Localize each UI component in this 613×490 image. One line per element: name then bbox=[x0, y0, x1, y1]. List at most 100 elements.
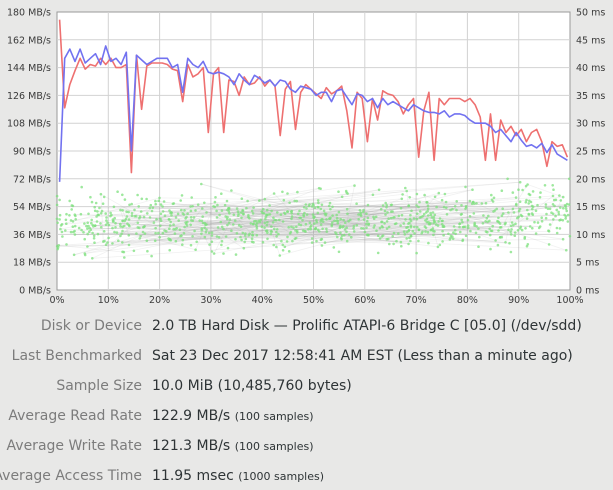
access-time-point bbox=[453, 228, 457, 232]
access-time-point bbox=[349, 218, 352, 222]
access-time-point bbox=[427, 241, 430, 245]
access-time-point bbox=[240, 216, 243, 220]
access-time-point bbox=[263, 197, 267, 201]
access-time-point bbox=[407, 204, 411, 207]
access-time-point bbox=[533, 220, 536, 224]
access-time-point bbox=[407, 228, 411, 232]
access-time-point bbox=[128, 203, 131, 207]
access-time-point bbox=[305, 213, 309, 216]
access-time-point bbox=[139, 234, 142, 238]
write-rate-value-group: 121.3 MB/s (100 samples) bbox=[152, 436, 314, 457]
access-time-point bbox=[163, 229, 166, 232]
access-time-point bbox=[255, 227, 259, 230]
access-time-point bbox=[250, 237, 254, 240]
access-time-point bbox=[551, 212, 555, 216]
access-time-point bbox=[89, 228, 93, 231]
access-seek-line bbox=[97, 201, 494, 235]
y-right-tick-label: 5 ms bbox=[576, 258, 599, 269]
access-time-layer bbox=[55, 177, 572, 260]
y-right-tick-label: 35 ms bbox=[576, 91, 605, 102]
access-time-point bbox=[547, 229, 550, 232]
access-time-point bbox=[310, 241, 314, 244]
access-time-point bbox=[557, 210, 560, 214]
access-time-point bbox=[171, 202, 175, 206]
access-time-point bbox=[104, 212, 107, 215]
access-time-point bbox=[316, 211, 320, 215]
access-time-point bbox=[378, 237, 382, 240]
access-time-point bbox=[93, 241, 96, 244]
access-time-point bbox=[270, 209, 273, 213]
access-time-point bbox=[424, 211, 428, 214]
access-time-point bbox=[516, 216, 519, 220]
access-seek-line bbox=[235, 215, 523, 221]
access-time-point bbox=[383, 222, 386, 225]
access-time-point bbox=[169, 220, 172, 224]
access-time-point bbox=[72, 230, 75, 234]
access-time-point bbox=[94, 201, 98, 205]
access-time-point bbox=[283, 212, 287, 216]
access-seek-line bbox=[146, 217, 242, 242]
access-time-point bbox=[323, 241, 327, 244]
access-seek-line bbox=[97, 181, 521, 212]
access-seek-line bbox=[213, 185, 355, 207]
access-time-point bbox=[123, 256, 126, 259]
access-time-point bbox=[417, 239, 420, 243]
access-time-point bbox=[312, 204, 315, 207]
access-time-point bbox=[290, 215, 294, 218]
access-time-point bbox=[315, 221, 319, 224]
access-time-point bbox=[167, 237, 170, 240]
access-time-point bbox=[440, 198, 444, 202]
access-time-point bbox=[362, 227, 365, 230]
access-seek-line bbox=[183, 206, 445, 234]
access-time-point bbox=[168, 248, 171, 252]
access-time-point bbox=[372, 215, 375, 219]
access-time-point bbox=[302, 206, 306, 209]
access-time-point bbox=[153, 239, 157, 242]
access-seek-line bbox=[284, 227, 354, 248]
access-time-point bbox=[288, 201, 291, 204]
access-time-point bbox=[205, 211, 208, 214]
access-seek-line bbox=[243, 205, 566, 249]
access-time-point bbox=[445, 206, 448, 209]
access-seek-line bbox=[249, 200, 295, 219]
access-time-point bbox=[86, 227, 89, 230]
access-time-point bbox=[529, 200, 533, 204]
y-right-tick-label: 10 ms bbox=[576, 230, 605, 241]
access-time-point bbox=[527, 213, 531, 216]
access-time-point bbox=[371, 193, 375, 197]
access-time-point bbox=[281, 243, 285, 247]
access-time-point bbox=[475, 225, 478, 228]
y-left-tick-label: 0 MB/s bbox=[19, 286, 51, 297]
access-time-point bbox=[190, 196, 193, 199]
access-time-point bbox=[461, 221, 464, 224]
access-time-point bbox=[383, 209, 387, 213]
y-left-tick-label: 54 MB/s bbox=[13, 202, 51, 213]
access-time-point bbox=[123, 219, 127, 222]
access-time-point bbox=[484, 220, 487, 223]
access-time-point bbox=[524, 184, 528, 188]
access-time-point bbox=[249, 222, 253, 225]
access-time-point bbox=[226, 223, 229, 227]
access-time-point bbox=[391, 235, 395, 238]
access-time-point bbox=[498, 226, 502, 229]
device-value: 2.0 TB Hard Disk — Prolific ATAPI-6 Brid… bbox=[152, 318, 582, 334]
access-seek-line bbox=[259, 200, 427, 223]
access-time-point bbox=[514, 196, 518, 199]
access-time-point bbox=[109, 211, 112, 215]
access-time-point bbox=[112, 205, 116, 209]
access-time-point bbox=[388, 242, 391, 246]
access-time-point bbox=[427, 220, 430, 224]
access-time-point bbox=[247, 215, 250, 219]
access-time-point bbox=[89, 195, 92, 199]
access-time-point bbox=[511, 191, 515, 194]
access-seek-line bbox=[162, 203, 313, 234]
access-seek-line bbox=[122, 230, 196, 251]
access-seek-line bbox=[276, 205, 456, 233]
access-time-point bbox=[121, 229, 124, 233]
access-time-point bbox=[159, 212, 163, 215]
access-time-point bbox=[127, 210, 130, 214]
access-time-point bbox=[525, 217, 529, 220]
access-time-point bbox=[112, 219, 115, 223]
read-rate-samples: (100 samples) bbox=[234, 410, 314, 423]
access-time-point bbox=[86, 245, 89, 248]
